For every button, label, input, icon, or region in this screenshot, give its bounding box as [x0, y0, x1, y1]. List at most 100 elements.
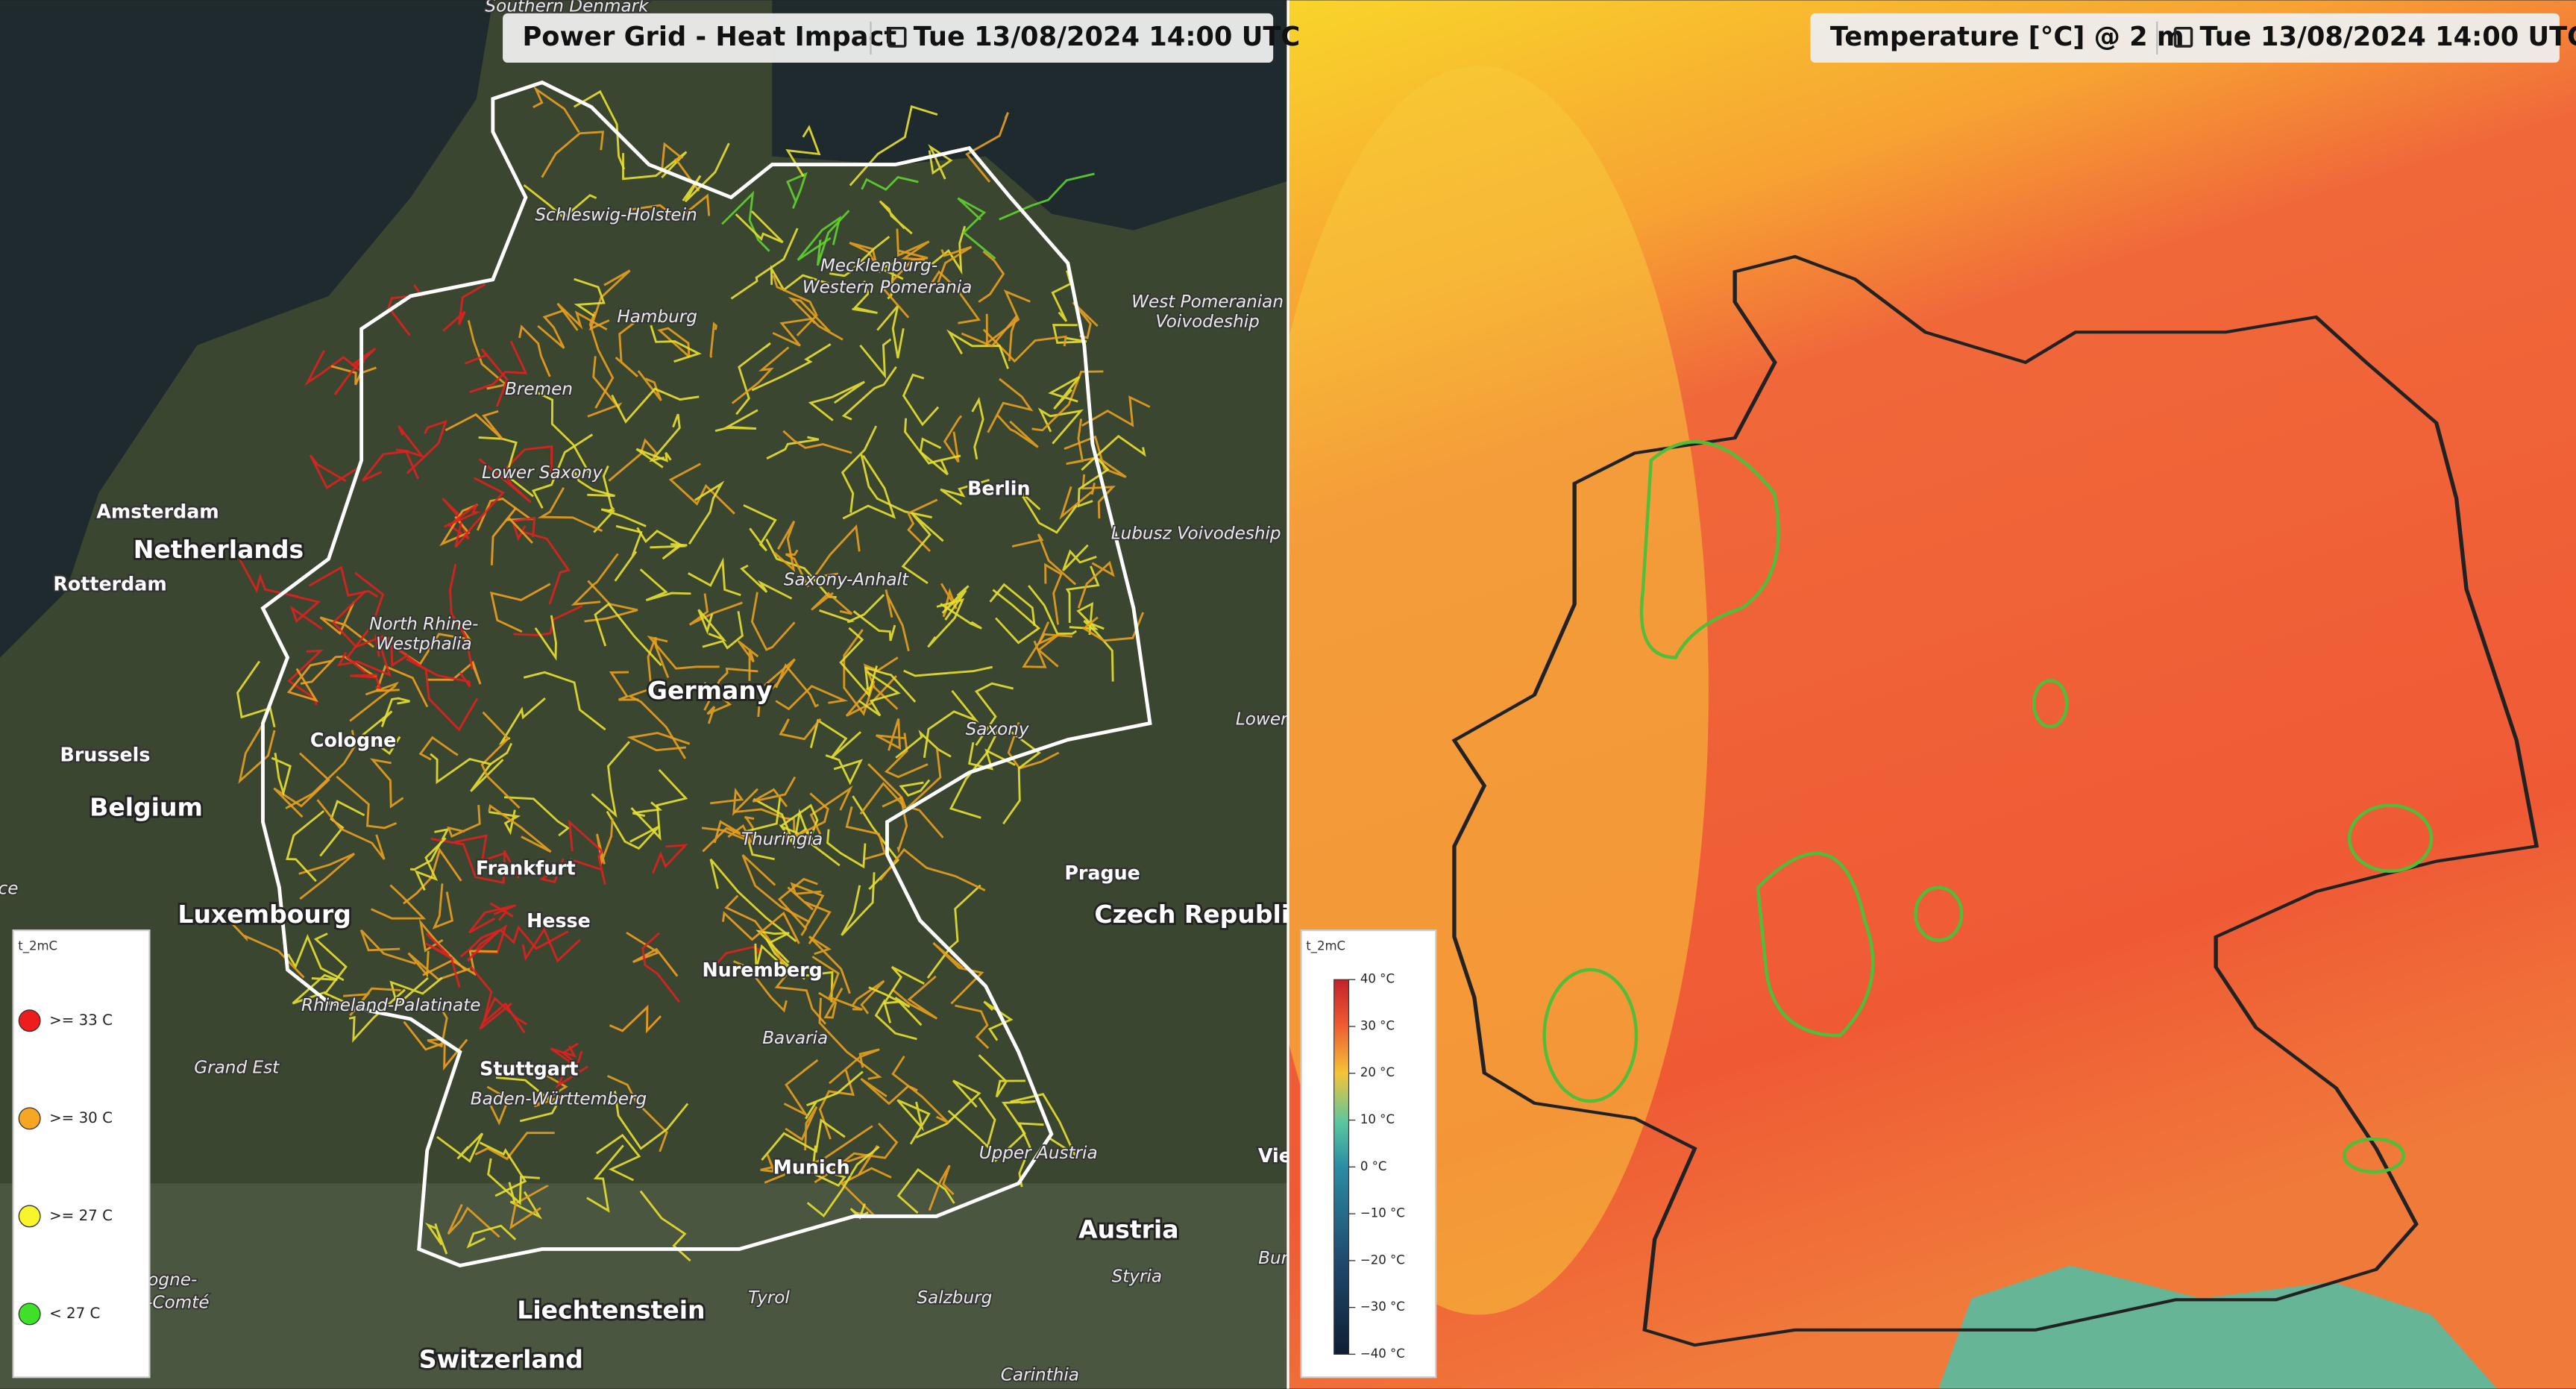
- power-line: [967, 741, 1016, 771]
- power-line: [709, 859, 797, 942]
- power-line: [876, 718, 905, 751]
- power-line: [841, 425, 878, 513]
- power-line: [444, 503, 481, 528]
- power-line: [594, 602, 662, 666]
- power-line: [709, 322, 717, 358]
- place-label: Austria: [1078, 1215, 1178, 1244]
- power-line: [825, 754, 864, 786]
- power-line: [467, 924, 508, 962]
- power-line: [660, 142, 700, 192]
- place-label: Baden-Württemberg: [471, 1089, 647, 1109]
- power-line: [755, 929, 790, 964]
- power-line: [1018, 490, 1078, 534]
- power-line: [773, 520, 796, 573]
- power-line: [702, 611, 744, 650]
- power-line: [818, 1070, 855, 1140]
- power-line: [479, 1141, 527, 1197]
- power-line: [608, 438, 658, 482]
- power-line: [688, 557, 741, 597]
- power-line: [845, 806, 887, 860]
- place-label: Styria: [1112, 1267, 1162, 1286]
- power-line: [987, 377, 1034, 433]
- place-label: Saxony-Anhalt: [784, 570, 909, 589]
- power-line: [932, 941, 984, 1005]
- power-line: [1081, 434, 1146, 471]
- legend: t_2mC >= 33 C >= 30 C >= 27 C < 27 C: [12, 929, 151, 1379]
- timestamp: Tue 13/08/2024 14:00 UTC: [2200, 22, 2576, 52]
- power-line: [1028, 585, 1078, 635]
- power-line: [982, 328, 1067, 363]
- power-line: [797, 216, 842, 261]
- power-line: [937, 245, 973, 284]
- power-line: [787, 886, 832, 944]
- calendar-icon: [887, 26, 907, 48]
- power-line: [289, 594, 323, 630]
- power-line: [466, 1224, 517, 1249]
- place-label: Hamburg: [617, 307, 697, 327]
- power-line: [454, 477, 505, 548]
- colorbar-label: −10 °C: [1360, 1206, 1405, 1220]
- power-line: [839, 627, 879, 697]
- power-line: [775, 685, 849, 711]
- power-line: [398, 424, 425, 480]
- power-line: [902, 373, 940, 427]
- power-line: [884, 733, 929, 779]
- power-line: [626, 931, 679, 977]
- power-line: [319, 800, 365, 857]
- panel-title: Temperature [°C] @ 2 m: [1830, 22, 2184, 52]
- power-line: [630, 768, 688, 841]
- power-line: [901, 512, 944, 585]
- power-line: [957, 197, 996, 260]
- power-line: [1077, 560, 1115, 609]
- power-line: [891, 975, 938, 1020]
- power-line: [841, 872, 876, 936]
- power-line: [635, 448, 672, 468]
- power-line: [899, 779, 931, 797]
- contour: [1756, 851, 1875, 1038]
- power-line: [701, 824, 753, 844]
- power-line: [721, 190, 770, 252]
- power-line: [947, 1097, 996, 1149]
- place-label: Hesse: [527, 909, 591, 932]
- power-line: [537, 309, 565, 349]
- power-line: [537, 486, 603, 533]
- power-line: [427, 1006, 448, 1048]
- power-line: [842, 454, 896, 520]
- power-line: [374, 634, 409, 668]
- power-line: [313, 932, 352, 1006]
- power-line: [556, 302, 608, 331]
- power-line: [389, 976, 443, 1007]
- power-line: [609, 1004, 662, 1034]
- power-grid: [232, 86, 1151, 1262]
- power-line: [574, 278, 606, 317]
- power-line: [760, 1154, 776, 1173]
- power-line: [509, 1185, 549, 1230]
- power-line: [449, 564, 474, 670]
- power-line: [588, 311, 615, 409]
- title-badge: Temperature [°C] @ 2 m Tue 13/08/2024 14…: [1810, 13, 2576, 63]
- power-line: [826, 829, 867, 869]
- legend-box: [1300, 929, 1437, 1379]
- power-line: [819, 594, 885, 624]
- place-label: Lower: [1236, 710, 1289, 730]
- power-line: [330, 365, 377, 386]
- place-label: ogne-: [148, 1270, 197, 1290]
- power-line: [766, 436, 820, 460]
- place-label: Bur: [1258, 1249, 1289, 1268]
- power-line: [1081, 395, 1151, 427]
- place-label: Stuttgart: [480, 1057, 578, 1079]
- power-line: [414, 837, 447, 891]
- power-line: [238, 557, 298, 598]
- legend-item: >= 30 C: [49, 1109, 113, 1126]
- place-label: Thuringia: [741, 830, 823, 849]
- power-line: [710, 787, 758, 816]
- contour: [1542, 968, 1639, 1103]
- place-label: Western Pomerania: [802, 278, 973, 297]
- place-label: Grand Est: [194, 1059, 280, 1078]
- power-line: [397, 648, 479, 732]
- power-line: [518, 324, 551, 377]
- power-line: [568, 819, 606, 885]
- legend-item: >= 27 C: [49, 1207, 113, 1224]
- power-line: [499, 445, 553, 474]
- contour: [1914, 885, 1964, 942]
